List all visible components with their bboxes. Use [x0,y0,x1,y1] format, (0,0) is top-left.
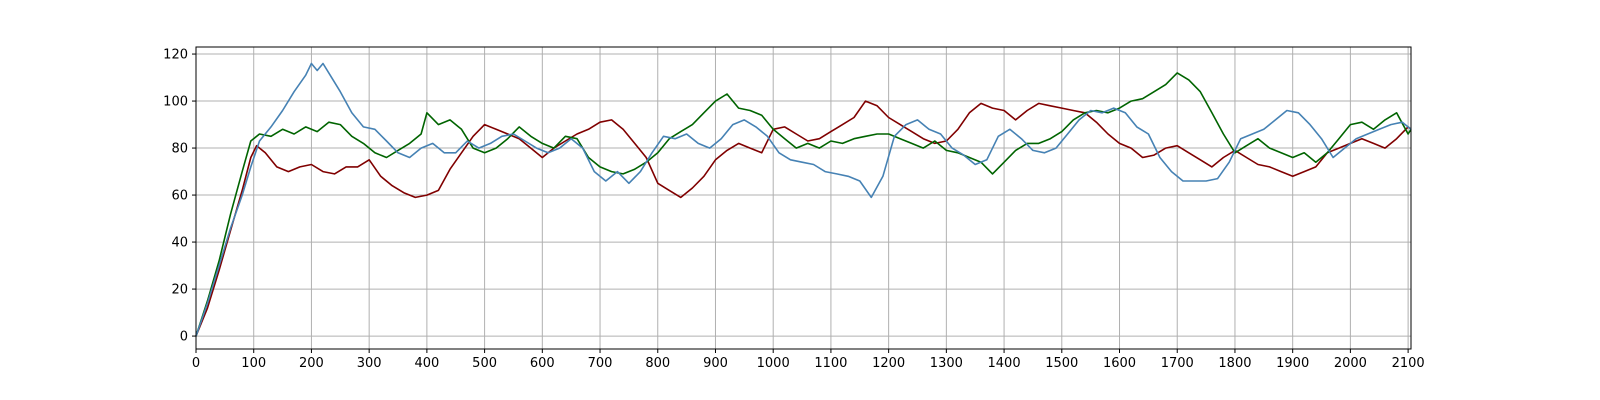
x-tick-label: 900 [703,356,728,371]
grid-lines [195,47,1411,349]
series-line-2 [195,72,1412,337]
x-tick-label: 200 [299,356,324,371]
series-lines [195,62,1412,337]
x-tick-label: 300 [357,356,382,371]
x-tick-label: 500 [472,356,497,371]
x-tick-label: 1500 [1045,356,1078,371]
x-tick-label: 1900 [1276,356,1309,371]
x-tick-label: 100 [241,356,266,371]
x-tick-label: 0 [192,356,200,371]
x-tick-label: 1300 [930,356,963,371]
x-axis: 0 100 200 300 400 500 600 700 800 900 1000 1100 1200… [192,349,1425,371]
series-line-1 [195,100,1412,337]
x-tick-label: 600 [530,356,555,371]
x-tick-label: 1200 [872,356,905,371]
x-tick-label: 1600 [1103,356,1136,371]
plot-frame [195,46,1412,350]
y-tick-label: 0 [180,330,188,345]
x-tick-label: 1800 [1218,356,1251,371]
x-tick-label: 2000 [1334,356,1367,371]
y-tick-label: 20 [171,283,188,298]
y-axis: 0 20 40 60 80 100 120 [163,48,196,345]
y-tick-label: 80 [171,142,188,157]
y-tick-label: 100 [163,95,188,110]
x-tick-label: 1700 [1161,356,1194,371]
y-tick-label: 40 [171,236,188,251]
x-tick-label: 1400 [988,356,1021,371]
x-tick-label: 800 [645,356,670,371]
x-tick-label: 400 [414,356,439,371]
y-tick-label: 120 [163,48,188,63]
series-line-3 [195,62,1412,337]
x-tick-label: 1100 [814,356,847,371]
y-tick-label: 60 [171,189,188,204]
x-tick-label: 2100 [1392,356,1425,371]
x-tick-label: 1000 [757,356,790,371]
x-tick-label: 700 [588,356,613,371]
